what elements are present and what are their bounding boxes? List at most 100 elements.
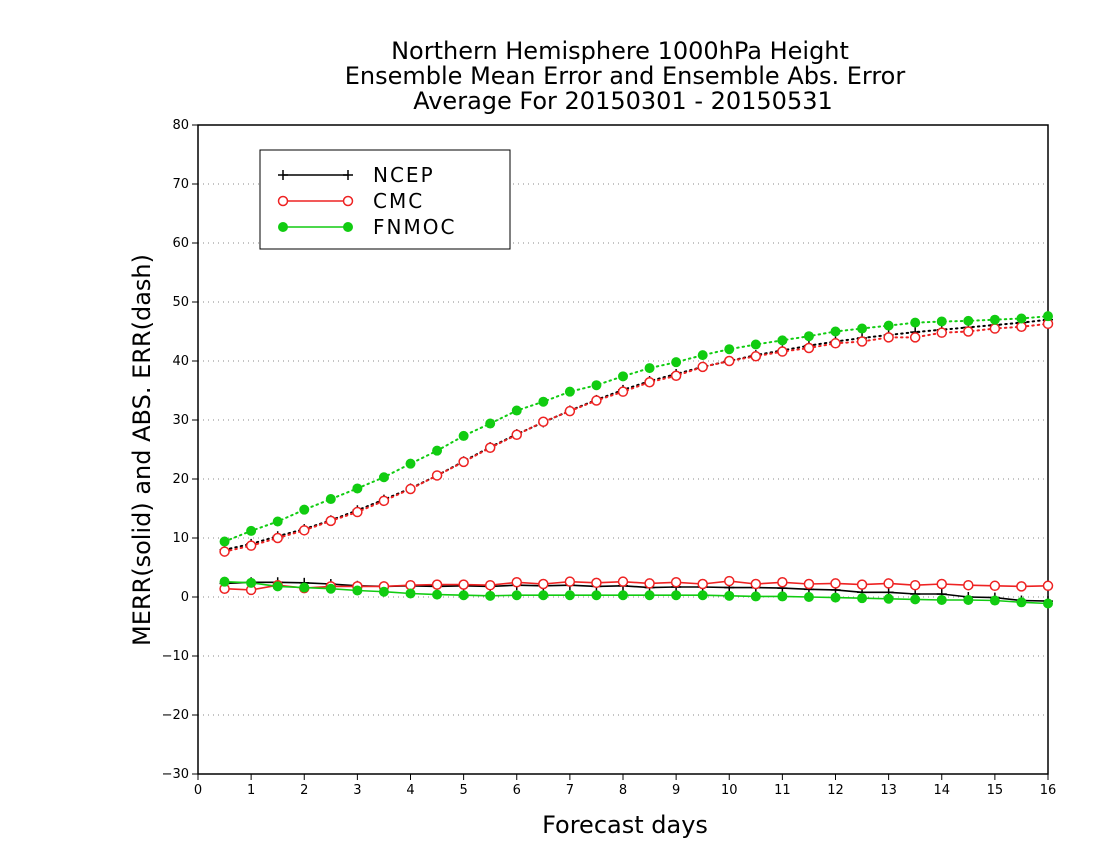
cmc-abs-error-point: [883, 332, 894, 343]
fnmoc-mean-error-point: [1016, 597, 1027, 608]
x-axis-title: Forecast days: [542, 811, 708, 839]
fnmoc-abs-error-point: [963, 315, 974, 326]
cmc-abs-error-point: [405, 483, 416, 495]
fnmoc-abs-error-point: [564, 386, 575, 397]
legend-item-ncep: NCEP: [278, 163, 435, 187]
cmc-abs-error-point: [989, 323, 1001, 334]
fnmoc-mean-error-point: [830, 592, 841, 603]
fnmoc-mean-error-point: [564, 590, 575, 601]
fnmoc-abs-error-point: [352, 483, 363, 494]
cmc-abs-error-point: [1016, 321, 1027, 333]
fnmoc-abs-error-point: [671, 357, 682, 368]
cmc-mean-error-point: [405, 579, 416, 591]
y-tick-label: 0: [181, 590, 189, 605]
cmc-abs-error-point: [564, 405, 576, 417]
cmc-mean-error-point: [830, 578, 841, 589]
fnmoc-mean-error-point: [910, 594, 921, 605]
legend-box: [259, 149, 511, 250]
cmc-abs-error-point: [378, 495, 390, 507]
fnmoc-mean-error-point: [219, 576, 230, 587]
y-tick-label: 30: [172, 413, 189, 428]
fnmoc-mean-error-point: [378, 586, 389, 597]
cmc-mean-error-point: [511, 577, 522, 588]
x-tick-label: 1: [247, 783, 255, 798]
fnmoc-abs-error-point: [458, 430, 469, 441]
cmc-abs-error-point: [511, 429, 522, 440]
x-tick-label: 5: [459, 783, 467, 798]
cmc-mean-error-point: [458, 579, 469, 590]
fnmoc-mean-error-point: [644, 590, 655, 601]
cmc-abs-error-point: [750, 351, 762, 362]
x-tick-label: 2: [300, 783, 308, 798]
legend-item-fnmoc: FNMOC: [278, 215, 454, 239]
ncep-abs-error-series: [219, 314, 1053, 555]
cmc-abs-error-point: [299, 525, 310, 536]
legend-marker: [342, 195, 354, 207]
cmc-abs-error-point: [697, 361, 708, 373]
fnmoc-abs-error-point: [750, 339, 761, 350]
fnmoc-mean-error-point: [697, 590, 708, 601]
fnmoc-abs-error-point: [883, 320, 894, 331]
fnmoc-abs-error-point: [1016, 313, 1027, 324]
fnmoc-abs-error-point: [378, 472, 389, 483]
legend-label: NCEP: [373, 163, 435, 187]
legend-marker: [343, 222, 353, 232]
fnmoc-mean-error-point: [989, 595, 1000, 606]
y-tick-label: 50: [172, 295, 189, 310]
cmc-mean-error-point: [963, 579, 974, 591]
cmc-abs-error-point: [431, 470, 443, 481]
fnmoc-mean-error-point: [485, 590, 496, 601]
cmc-mean-error-point: [431, 579, 443, 590]
cmc-abs-error-point: [963, 326, 974, 337]
fnmoc-mean-error-point: [511, 590, 522, 601]
fnmoc-abs-error-point: [325, 494, 336, 505]
y-tick-label: −10: [162, 649, 189, 664]
fnmoc-abs-error-point: [299, 504, 310, 515]
cmc-mean-error-point: [1042, 580, 1054, 592]
legend-marker: [278, 222, 288, 232]
cmc-mean-error-point: [644, 578, 655, 589]
fnmoc-mean-error-point: [325, 583, 336, 594]
legend-marker: [278, 170, 288, 180]
fnmoc-mean-error-point: [405, 588, 416, 599]
ncep-abs-error-line: [223, 318, 1049, 551]
ncep-mean-error-series: [219, 577, 1053, 607]
fnmoc-abs-error-point: [405, 458, 416, 469]
fnmoc-mean-error-point: [936, 594, 947, 605]
fnmoc-mean-error-point: [883, 593, 894, 604]
fnmoc-abs-error-point: [511, 405, 522, 416]
fnmoc-mean-error-point: [750, 591, 761, 602]
legend-marker: [343, 170, 353, 180]
fnmoc-mean-error-point: [432, 589, 443, 600]
cmc-mean-error-point: [989, 580, 1001, 592]
cmc-abs-error-point: [670, 370, 682, 381]
cmc-mean-error-point: [670, 577, 682, 588]
x-tick-label: 9: [672, 783, 680, 798]
cmc-mean-error-point: [750, 578, 762, 590]
fnmoc-abs-error-point: [485, 418, 496, 429]
fnmoc-mean-error-point: [538, 590, 549, 601]
cmc-abs-error-point: [830, 338, 841, 349]
fnmoc-mean-error-point: [777, 591, 788, 602]
cmc-mean-error-point: [883, 578, 894, 589]
cmc-abs-error-point: [458, 456, 469, 468]
x-tick-label: 15: [987, 783, 1004, 798]
fnmoc-mean-error-point: [458, 590, 469, 601]
cmc-abs-error-point: [591, 395, 602, 406]
fnmoc-abs-error-point: [777, 335, 788, 346]
fnmoc-abs-error-point: [219, 536, 230, 547]
y-tick-label: 40: [172, 354, 189, 369]
fnmoc-abs-error-point: [591, 380, 602, 391]
fnmoc-abs-error-point: [538, 396, 549, 407]
cmc-mean-error-point: [936, 578, 947, 590]
cmc-mean-error-point: [1016, 581, 1027, 592]
fnmoc-abs-error-point: [910, 317, 921, 328]
cmc-abs-error-point: [352, 506, 363, 518]
y-tick-label: 70: [172, 177, 189, 192]
fnmoc-mean-error-point: [724, 590, 735, 601]
legend-label: CMC: [373, 189, 424, 213]
cmc-abs-error-point: [325, 515, 337, 527]
fnmoc-mean-error-point: [246, 577, 257, 588]
